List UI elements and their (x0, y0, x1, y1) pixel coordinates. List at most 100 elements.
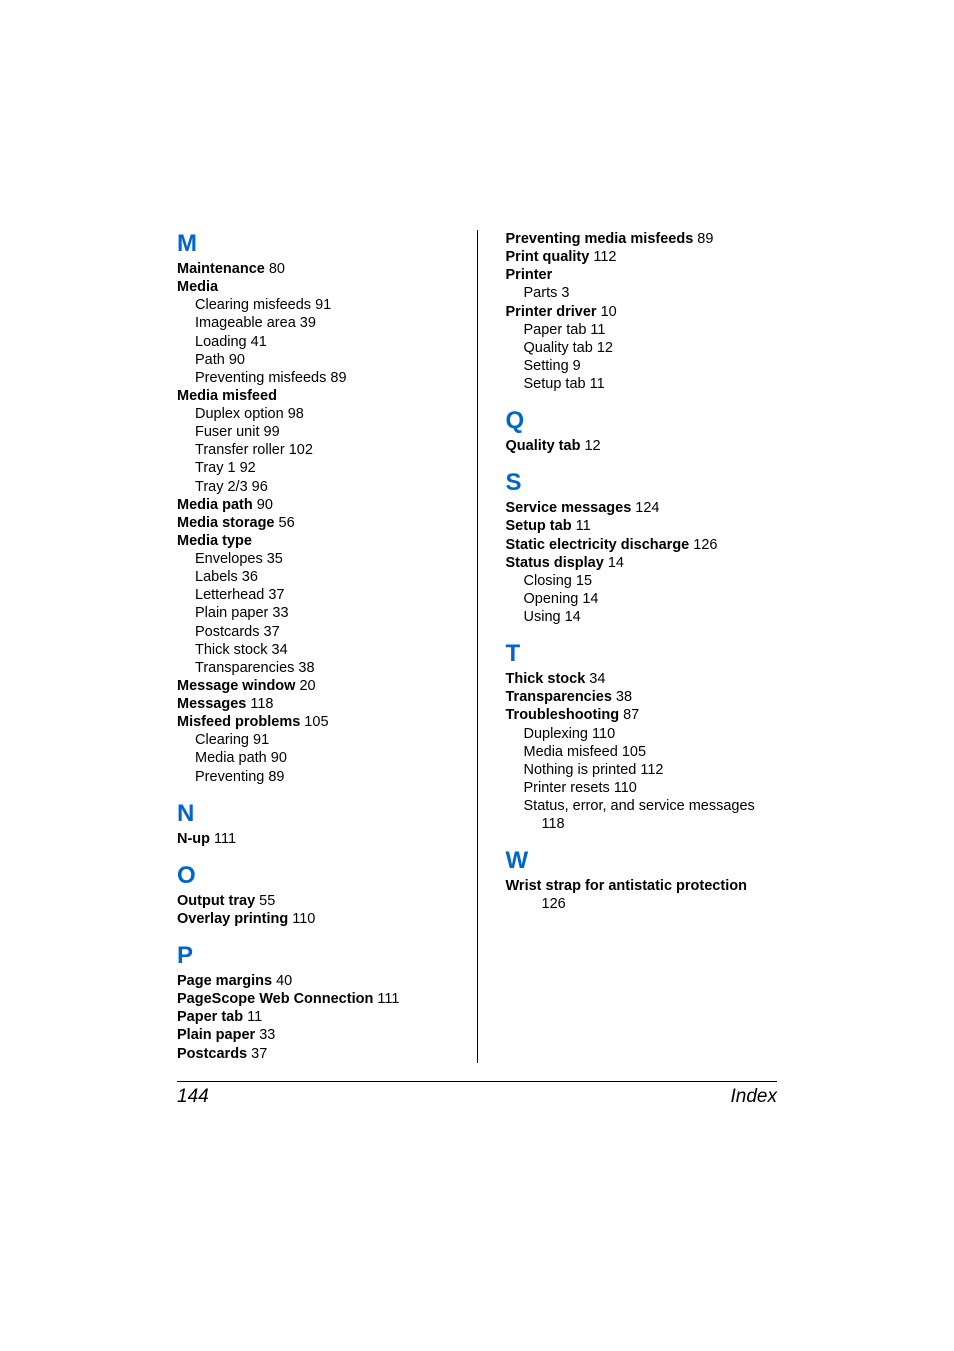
index-subentry: Letterhead 37 (177, 586, 449, 604)
entry-page: 55 (255, 893, 275, 909)
entry-term: Setup tab (506, 518, 572, 534)
entry-page: 110 (288, 911, 315, 927)
index-entry: Misfeed problems 105 (177, 713, 449, 731)
index-subentry: Using 14 (506, 608, 778, 626)
entry-term: Page margins (177, 973, 272, 989)
index-subentry: Postcards 37 (177, 623, 449, 641)
index-entry: Paper tab 11 (177, 1008, 449, 1026)
letter-heading: S (506, 469, 778, 497)
entry-term: Messages (177, 696, 246, 712)
entry-term: Message window (177, 678, 295, 694)
index-entry: Page margins 40 (177, 972, 449, 990)
index-entry: Output tray 55 (177, 892, 449, 910)
entry-page: 34 (585, 671, 605, 687)
entry-term: Media misfeed (177, 388, 277, 404)
entry-page: 105 (300, 714, 328, 730)
index-subentry: Thick stock 34 (177, 641, 449, 659)
entry-term: Static electricity discharge (506, 537, 690, 553)
entry-term: Media storage (177, 515, 275, 531)
entry-term: Postcards (177, 1046, 247, 1062)
entry-page: 124 (631, 500, 659, 516)
entry-term: Misfeed problems (177, 714, 300, 730)
entry-term: Service messages (506, 500, 632, 516)
index-subentry: Closing 15 (506, 572, 778, 590)
entry-page: 126 (689, 537, 717, 553)
index-columns: M Maintenance 80 Media Clearing misfeeds… (177, 230, 777, 1063)
index-entry: N-up 111 (177, 830, 449, 848)
index-subentry: Clearing 91 (177, 731, 449, 749)
entry-term: Maintenance (177, 261, 265, 277)
index-subentry: Media path 90 (177, 749, 449, 767)
index-entry: Static electricity discharge 126 (506, 536, 778, 554)
entry-term: Plain paper (177, 1027, 255, 1043)
index-entry: Postcards 37 (177, 1045, 449, 1063)
index-entry: Printer (506, 266, 778, 284)
index-entry: Message window 20 (177, 677, 449, 695)
entry-term: Media type (177, 533, 252, 549)
index-subentry: Tray 1 92 (177, 459, 449, 477)
index-subentry: Transfer roller 102 (177, 441, 449, 459)
letter-heading: T (506, 640, 778, 668)
index-entry: Wrist strap for antistatic protection (506, 877, 778, 895)
letter-heading: P (177, 942, 449, 970)
index-subentry: Parts 3 (506, 284, 778, 302)
entry-page: 38 (612, 689, 632, 705)
index-subentry: Labels 36 (177, 568, 449, 586)
index-subentry: Setting 9 (506, 357, 778, 375)
entry-term: PageScope Web Connection (177, 991, 373, 1007)
entry-page: 111 (373, 991, 399, 1007)
entry-term: Preventing media misfeeds (506, 231, 694, 247)
letter-heading: M (177, 230, 449, 258)
index-subentry: Printer resets 110 (506, 779, 778, 797)
footer-section: Index (731, 1086, 777, 1108)
index-entry: Maintenance 80 (177, 260, 449, 278)
index-subentry-continuation: 118 (506, 815, 778, 833)
index-page: M Maintenance 80 Media Clearing misfeeds… (177, 230, 777, 1108)
entry-term: Output tray (177, 893, 255, 909)
entry-term: Troubleshooting (506, 707, 620, 723)
index-entry: Printer driver 10 (506, 303, 778, 321)
index-subentry: Plain paper 33 (177, 604, 449, 622)
entry-page: 112 (589, 249, 616, 265)
index-entry: Overlay printing 110 (177, 910, 449, 928)
index-col-right: Preventing media misfeeds 89 Print quali… (478, 230, 778, 1063)
entry-page: 87 (619, 707, 639, 723)
entry-page: 118 (246, 696, 273, 712)
index-col-left: M Maintenance 80 Media Clearing misfeeds… (177, 230, 478, 1063)
index-entry: Media (177, 278, 449, 296)
entry-page: 37 (247, 1046, 267, 1062)
index-subentry: Paper tab 11 (506, 321, 778, 339)
entry-term: Paper tab (177, 1009, 243, 1025)
entry-term: Media path (177, 497, 253, 513)
index-subentry: Envelopes 35 (177, 550, 449, 568)
entry-term: Print quality (506, 249, 590, 265)
index-subentry: Opening 14 (506, 590, 778, 608)
index-subentry: Tray 2/3 96 (177, 478, 449, 496)
entry-term: Quality tab (506, 438, 581, 454)
index-entry: Print quality 112 (506, 248, 778, 266)
index-subentry: Setup tab 11 (506, 375, 778, 393)
index-entry: Media type (177, 532, 449, 550)
index-entry: Quality tab 12 (506, 437, 778, 455)
entry-page: 89 (693, 231, 713, 247)
index-entry: Preventing media misfeeds 89 (506, 230, 778, 248)
letter-heading: Q (506, 407, 778, 435)
index-subentry: Quality tab 12 (506, 339, 778, 357)
index-subentry: Duplex option 98 (177, 405, 449, 423)
entry-page: 14 (604, 555, 624, 571)
index-subentry: Preventing 89 (177, 768, 449, 786)
index-subentry: Duplexing 110 (506, 725, 778, 743)
entry-term: Printer driver (506, 304, 597, 320)
entry-page: 10 (597, 304, 617, 320)
entry-page: 111 (210, 831, 236, 847)
index-entry: Media storage 56 (177, 514, 449, 532)
entry-page: 33 (255, 1027, 275, 1043)
index-entry: Transparencies 38 (506, 688, 778, 706)
entry-page: 80 (265, 261, 285, 277)
entry-page: 90 (253, 497, 273, 513)
entry-term: N-up (177, 831, 210, 847)
entry-page-continuation: 126 (506, 895, 778, 913)
index-subentry: Path 90 (177, 351, 449, 369)
entry-term: Transparencies (506, 689, 612, 705)
entry-term: Printer (506, 267, 553, 283)
